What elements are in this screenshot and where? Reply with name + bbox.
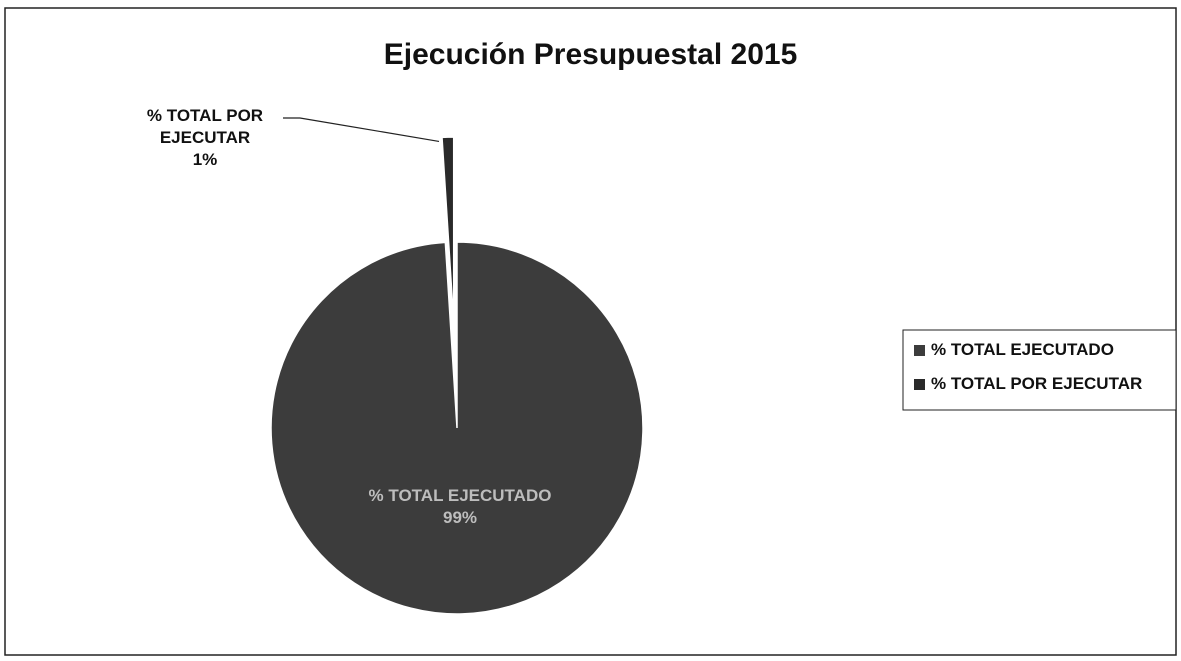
chart-title: Ejecución Presupuestal 2015 (383, 38, 798, 71)
data-label: % TOTAL EJECUTADO 99% (310, 485, 610, 529)
legend-frame (902, 329, 1177, 411)
slice-value: 1% (192, 150, 218, 169)
legend-label: % TOTAL EJECUTADO (931, 340, 1114, 359)
leader-line (283, 117, 440, 143)
legend-swatch (914, 378, 925, 390)
legend-label: % TOTAL POR EJECUTAR (931, 374, 1143, 393)
slice-name: % TOTAL POR EJECUTAR (146, 106, 264, 147)
data-label: % TOTAL POR EJECUTAR 1% (130, 105, 280, 171)
legend-swatch (914, 344, 925, 356)
slice-value: 99% (442, 508, 478, 527)
legend-item: % TOTAL POR EJECUTAR (914, 374, 1142, 394)
pie-slice (441, 136, 455, 324)
legend-item: % TOTAL EJECUTADO (914, 340, 1114, 360)
pie-slice (270, 241, 644, 615)
slice-name: % TOTAL EJECUTADO (368, 486, 552, 505)
